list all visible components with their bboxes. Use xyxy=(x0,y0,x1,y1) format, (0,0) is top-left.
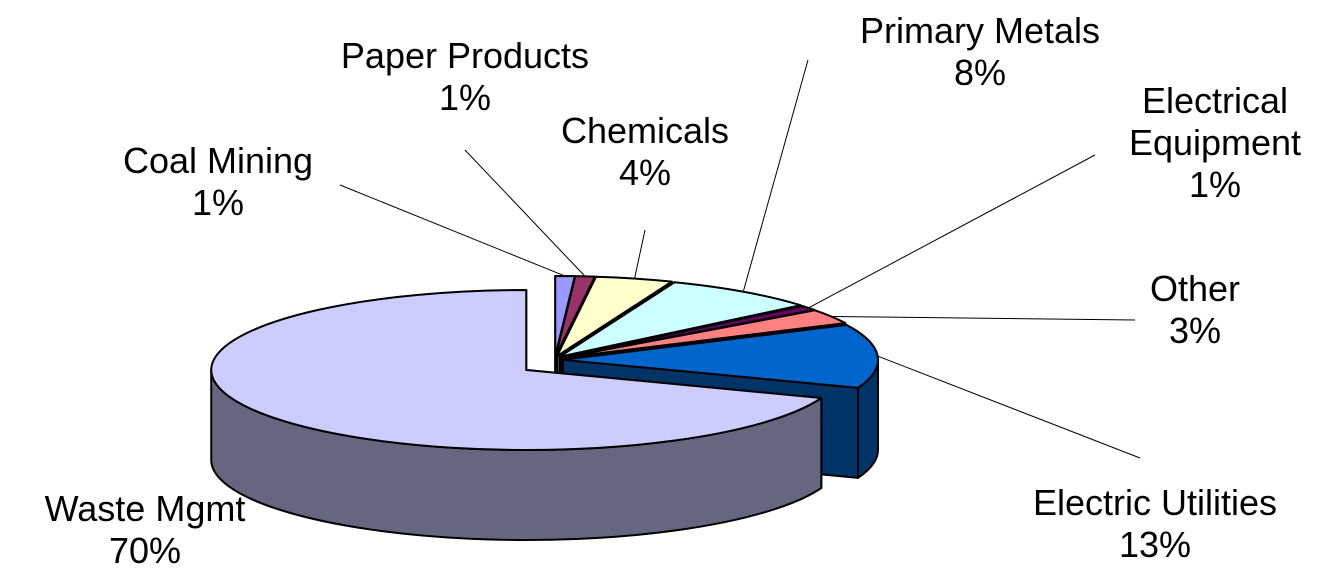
category-label: Other xyxy=(1149,268,1241,309)
value-label: 1% xyxy=(438,77,492,118)
category-label: Electrical Equipment xyxy=(1128,80,1302,163)
value-label: 70% xyxy=(108,530,182,571)
slice-label: Waste Mgmt 70% xyxy=(0,488,295,572)
category-label: Waste Mgmt xyxy=(44,488,246,529)
category-label: Chemicals xyxy=(560,110,730,151)
value-label: 3% xyxy=(1168,310,1222,351)
value-label: 1% xyxy=(191,182,245,223)
leader-line xyxy=(464,149,586,277)
slice-label: Coal Mining 1% xyxy=(68,140,368,224)
slice xyxy=(210,288,823,451)
value-label: 13% xyxy=(1118,524,1192,565)
leader-line xyxy=(808,154,1096,309)
slice-label: Electric Utilities 13% xyxy=(985,482,1325,566)
slice-label: Other 3% xyxy=(1095,268,1295,352)
value-label: 8% xyxy=(953,52,1007,93)
category-label: Primary Metals xyxy=(859,10,1101,51)
slice-label: Paper Products 1% xyxy=(305,35,625,119)
slice-label: Chemicals 4% xyxy=(515,110,775,194)
leader-line xyxy=(831,316,1136,321)
slice xyxy=(554,275,596,358)
category-label: Electric Utilities xyxy=(1032,482,1278,523)
category-label: Paper Products xyxy=(340,35,590,76)
category-label: Coal Mining xyxy=(122,140,314,181)
leader-line xyxy=(877,355,1141,459)
leader-line xyxy=(742,59,809,292)
value-label: 4% xyxy=(618,152,672,193)
leader-line xyxy=(634,229,646,279)
value-label: 1% xyxy=(1188,164,1242,205)
slice-label: Primary Metals 8% xyxy=(810,10,1150,94)
slice xyxy=(558,281,802,358)
slice xyxy=(555,275,673,358)
slice-label: Electrical Equipment 1% xyxy=(1095,80,1334,206)
leader-line xyxy=(339,184,566,277)
